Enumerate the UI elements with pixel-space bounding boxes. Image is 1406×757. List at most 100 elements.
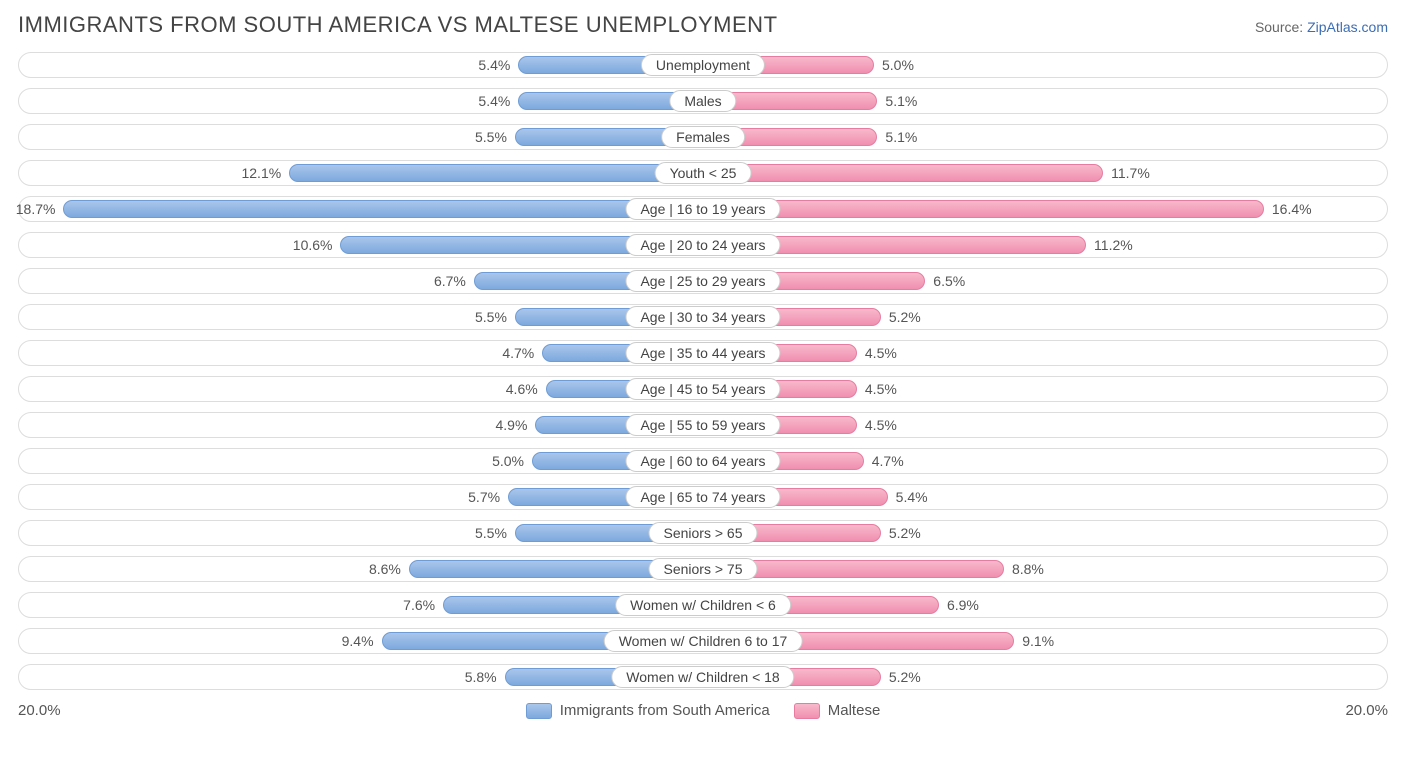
chart-half-left: 4.9% <box>19 413 703 437</box>
chart-row: 5.5% 5.1% Females <box>18 124 1388 150</box>
bar-value-right: 6.5% <box>933 273 965 289</box>
category-label: Age | 55 to 59 years <box>625 414 780 436</box>
category-label: Women w/ Children < 18 <box>611 666 794 688</box>
bar-value-right: 5.2% <box>889 525 921 541</box>
chart-half-left: 8.6% <box>19 557 703 581</box>
chart-half-left: 5.0% <box>19 449 703 473</box>
chart-row: 5.4%5.1%Males <box>18 88 1388 114</box>
category-label: Age | 65 to 74 years <box>625 486 780 508</box>
bar-value-left: 5.5% <box>475 525 507 541</box>
bar-value-left: 7.6% <box>403 597 435 613</box>
chart-half-left: 4.7% <box>19 341 703 365</box>
legend-swatch-left <box>526 703 552 719</box>
bar-value-right: 9.1% <box>1022 633 1054 649</box>
chart-half-right: 4.5% <box>703 377 1387 401</box>
chart-half-right: 16.4% <box>703 197 1387 221</box>
chart-row: 4.6% 4.5%Age | 45 to 54 years <box>18 376 1388 402</box>
bar-value-left: 5.7% <box>468 489 500 505</box>
legend-item-left: Immigrants from South America <box>526 702 770 719</box>
chart-row: 5.5% 5.2% Age | 30 to 34 years <box>18 304 1388 330</box>
bar-value-left: 5.0% <box>492 453 524 469</box>
chart-half-left: 10.6% <box>19 233 703 257</box>
chart-row: 5.7% 5.4% Age | 65 to 74 years <box>18 484 1388 510</box>
chart-half-left: 6.7% <box>19 269 703 293</box>
category-label: Age | 45 to 54 years <box>625 378 780 400</box>
bar-value-left: 5.4% <box>478 93 510 109</box>
bar-right <box>703 200 1264 218</box>
bar-value-right: 4.7% <box>872 453 904 469</box>
chart-half-left: 5.7% <box>19 485 703 509</box>
bar-value-left: 12.1% <box>241 165 281 181</box>
category-label: Age | 30 to 34 years <box>625 306 780 328</box>
legend: Immigrants from South America Maltese <box>526 702 881 719</box>
bar-value-right: 5.1% <box>885 93 917 109</box>
chart-half-left: 5.8% <box>19 665 703 689</box>
bar-value-left: 4.6% <box>506 381 538 397</box>
bar-value-right: 5.2% <box>889 309 921 325</box>
bar-value-right: 8.8% <box>1012 561 1044 577</box>
bar-value-left: 5.5% <box>475 309 507 325</box>
bar-value-left: 9.4% <box>342 633 374 649</box>
chart-title: IMMIGRANTS FROM SOUTH AMERICA VS MALTESE… <box>18 12 778 38</box>
chart-half-right: 8.8% <box>703 557 1387 581</box>
source-link[interactable]: ZipAtlas.com <box>1307 19 1388 35</box>
bar-value-right: 4.5% <box>865 345 897 361</box>
chart-half-right: 5.1% <box>703 125 1387 149</box>
legend-item-right: Maltese <box>794 702 881 719</box>
chart-half-right: 11.7% <box>703 161 1387 185</box>
chart-half-right: 4.7% <box>703 449 1387 473</box>
bar-value-left: 18.7% <box>16 201 56 217</box>
header: IMMIGRANTS FROM SOUTH AMERICA VS MALTESE… <box>18 12 1388 38</box>
category-label: Women w/ Children < 6 <box>615 594 791 616</box>
category-label: Unemployment <box>641 54 765 76</box>
axis-max-right: 20.0% <box>1345 702 1388 719</box>
bar-right <box>703 164 1103 182</box>
bar-value-right: 5.0% <box>882 57 914 73</box>
chart-half-right: 5.0% <box>703 53 1387 77</box>
bar-value-right: 5.2% <box>889 669 921 685</box>
bar-value-right: 11.2% <box>1094 237 1133 253</box>
bar-value-left: 10.6% <box>293 237 333 253</box>
chart-row: 4.7%4.5%Age | 35 to 44 years <box>18 340 1388 366</box>
category-label: Women w/ Children 6 to 17 <box>604 630 803 652</box>
category-label: Age | 60 to 64 years <box>625 450 780 472</box>
chart-row: 7.6% 6.9%Women w/ Children < 6 <box>18 592 1388 618</box>
bar-value-right: 4.5% <box>865 417 897 433</box>
bar-value-right: 5.4% <box>896 489 928 505</box>
chart-half-left: 18.7% <box>19 197 703 221</box>
bar-left <box>63 200 703 218</box>
chart-row: 10.6%11.2%Age | 20 to 24 years <box>18 232 1388 258</box>
chart-half-right: 5.2% <box>703 665 1387 689</box>
chart-row: 5.5%5.2%Seniors > 65 <box>18 520 1388 546</box>
chart-half-left: 5.5% <box>19 305 703 329</box>
chart-row: 5.0% 4.7% Age | 60 to 64 years <box>18 448 1388 474</box>
chart-half-left: 5.4% <box>19 53 703 77</box>
chart-row: 6.7% 6.5% Age | 25 to 29 years <box>18 268 1388 294</box>
legend-label-right: Maltese <box>828 702 881 719</box>
bar-value-left: 5.5% <box>475 129 507 145</box>
legend-swatch-right <box>794 703 820 719</box>
legend-label-left: Immigrants from South America <box>560 702 770 719</box>
chart-half-right: 4.5% <box>703 341 1387 365</box>
chart-row: 8.6% 8.8% Seniors > 75 <box>18 556 1388 582</box>
chart-half-right: 5.2% <box>703 521 1387 545</box>
bar-value-left: 5.8% <box>465 669 497 685</box>
chart-half-right: 5.2% <box>703 305 1387 329</box>
category-label: Age | 16 to 19 years <box>625 198 780 220</box>
chart-half-right: 6.9% <box>703 593 1387 617</box>
category-label: Seniors > 75 <box>649 558 758 580</box>
chart-row: 5.8% 5.2% Women w/ Children < 18 <box>18 664 1388 690</box>
bar-value-left: 4.9% <box>496 417 528 433</box>
bar-left <box>289 164 703 182</box>
diverging-bar-chart: 5.4%5.0%Unemployment5.4%5.1%Males5.5%5.1… <box>18 52 1388 690</box>
bar-value-right: 11.7% <box>1111 165 1150 181</box>
chart-half-left: 4.6% <box>19 377 703 401</box>
axis-max-left: 20.0% <box>18 702 61 719</box>
chart-footer: 20.0% Immigrants from South America Malt… <box>18 702 1388 719</box>
category-label: Females <box>661 126 745 148</box>
chart-half-right: 5.4% <box>703 485 1387 509</box>
category-label: Age | 25 to 29 years <box>625 270 780 292</box>
bar-value-right: 5.1% <box>885 129 917 145</box>
source-attribution: Source: ZipAtlas.com <box>1255 19 1388 35</box>
chart-row: 12.1%11.7%Youth < 25 <box>18 160 1388 186</box>
